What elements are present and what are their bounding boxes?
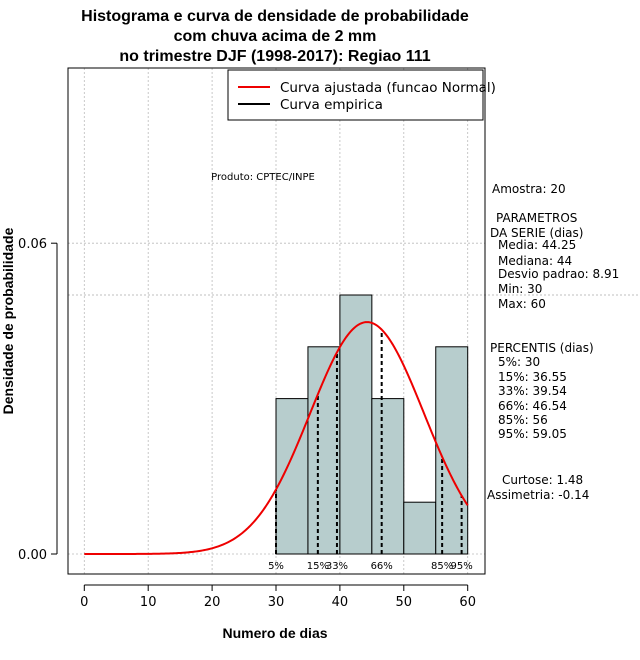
stat-percentis-title: PERCENTIS (dias) — [490, 341, 594, 355]
percentile-label: 85% — [431, 561, 453, 572]
stat-p85: 85%: 56 — [498, 413, 548, 427]
chart-title-line-3: no trimestre DJF (1998-2017): Regiao 111 — [119, 48, 430, 65]
stat-p33: 33%: 39.54 — [498, 384, 567, 398]
normal-curve — [84, 321, 469, 555]
normal-curve-path — [84, 321, 469, 555]
y-tick-label: 0.00 — [18, 548, 47, 563]
stat-mediana: Mediana: 44 — [498, 254, 572, 268]
percentile-label: 95% — [451, 561, 473, 572]
stats-panel: Amostra: 20 PARAMETROS DA SERIE (dias) M… — [487, 182, 619, 502]
histogram-bar — [371, 398, 405, 555]
stat-assimetria: Assimetria: -0.14 — [487, 488, 589, 502]
plot-frame — [67, 67, 486, 575]
legend: Curva ajustada (funcao Normal) Curva emp… — [227, 69, 496, 121]
legend-label-normal: Curva ajustada (funcao Normal) — [280, 80, 496, 96]
legend-label-empirical: Curva empirica — [280, 97, 383, 113]
percentile-label: 15% — [307, 561, 329, 572]
stat-p95: 95%: 59.05 — [498, 427, 567, 441]
histogram-bar — [435, 346, 469, 555]
histogram-bar — [403, 501, 437, 555]
x-axis-label: Numero de dias — [222, 625, 327, 641]
stat-p66: 66%: 46.54 — [498, 399, 567, 413]
stat-media: Media: 44.25 — [498, 238, 576, 252]
chart-title-line-2: com chuva acima de 2 mm — [174, 28, 377, 45]
histogram-bars — [275, 294, 469, 555]
y-axis: 0.00 0.06 — [18, 237, 58, 563]
product-label: Produto: CPTEC/INPE — [211, 172, 315, 183]
histogram-bar — [275, 398, 309, 555]
percentile-label: 5% — [268, 561, 284, 572]
x-axis: 0 10 20 30 40 50 60 — [80, 584, 476, 610]
x-tick-label: 40 — [332, 595, 349, 610]
stat-p15: 15%: 36.55 — [498, 370, 567, 384]
x-tick-label: 30 — [268, 595, 285, 610]
stat-amostra: Amostra: 20 — [492, 182, 566, 196]
stat-desvio: Desvio padrao: 8.91 — [498, 267, 619, 281]
percentile-markers: 5% 15%33% 66% 85%95% — [268, 329, 473, 572]
percentile-label: 66% — [371, 561, 393, 572]
x-tick-label: 20 — [204, 595, 221, 610]
x-tick-label: 50 — [396, 595, 413, 610]
legend-box — [227, 69, 484, 121]
stat-p5: 5%: 30 — [498, 355, 540, 369]
stat-params-title-2: DA SERIE (dias) — [490, 226, 583, 240]
percentile-label: 33% — [326, 561, 348, 572]
x-tick-label: 60 — [459, 595, 476, 610]
x-tick-label: 10 — [140, 595, 157, 610]
stat-curtose: Curtose: 1.48 — [502, 473, 583, 487]
stat-min: Min: 30 — [498, 282, 542, 296]
chart-title-line-1: Histograma e curva de densidade de proba… — [81, 8, 469, 25]
y-tick-label: 0.06 — [18, 237, 47, 252]
y-axis-label: Densidade de probabilidade — [0, 227, 16, 414]
stat-max: Max: 60 — [498, 297, 546, 311]
stat-params-title-1: PARAMETROS — [496, 211, 577, 225]
x-tick-label: 0 — [80, 595, 88, 610]
histogram-bar — [339, 294, 373, 555]
